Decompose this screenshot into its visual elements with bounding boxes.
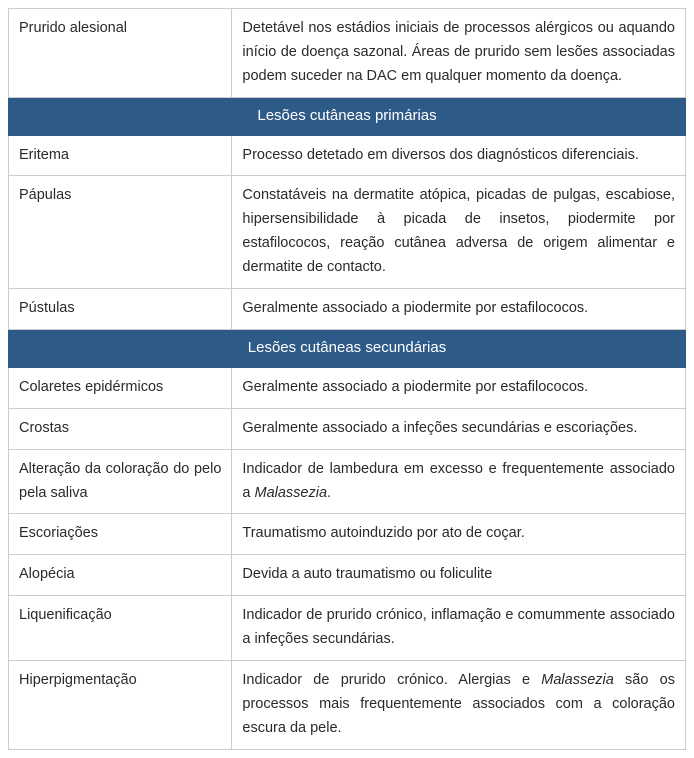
lesion-description: Traumatismo autoinduzido por ato de coça…: [232, 514, 686, 555]
table-row: EscoriaçõesTraumatismo autoinduzido por …: [9, 514, 686, 555]
lesion-term: Escoriações: [9, 514, 232, 555]
table-row: Prurido alesionalDetetável nos estádios …: [9, 9, 686, 98]
table-row: PústulasGeralmente associado a piodermit…: [9, 289, 686, 330]
section-header-label: Lesões cutâneas primárias: [9, 97, 686, 135]
lesion-term: Hiperpigmentação: [9, 661, 232, 750]
section-header-row: Lesões cutâneas primárias: [9, 97, 686, 135]
lesion-term: Pústulas: [9, 289, 232, 330]
table-row: Alteração da coloração do pelo pela sali…: [9, 449, 686, 514]
table-row: PápulasConstatáveis na dermatite atópica…: [9, 176, 686, 289]
table-row: LiquenificaçãoIndicador de prurido cróni…: [9, 596, 686, 661]
lesion-description: Constatáveis na dermatite atópica, picad…: [232, 176, 686, 289]
table-row: HiperpigmentaçãoIndicador de prurido cró…: [9, 661, 686, 750]
lesion-description: Detetável nos estádios iniciais de proce…: [232, 9, 686, 98]
lesion-description: Indicador de prurido crónico, inflamação…: [232, 596, 686, 661]
lesion-description: Processo detetado em diversos dos diagnó…: [232, 135, 686, 176]
lesion-term: Prurido alesional: [9, 9, 232, 98]
lesion-description: Geralmente associado a piodermite por es…: [232, 289, 686, 330]
table-row: CrostasGeralmente associado a infeções s…: [9, 408, 686, 449]
lesion-term: Eritema: [9, 135, 232, 176]
lesion-description: Devida a auto traumatismo ou foliculite: [232, 555, 686, 596]
lesion-term: Pápulas: [9, 176, 232, 289]
lesion-term: Alteração da coloração do pelo pela sali…: [9, 449, 232, 514]
section-header-row: Lesões cutâneas secundárias: [9, 330, 686, 368]
lesion-term: Alopécia: [9, 555, 232, 596]
lesions-table: Prurido alesionalDetetável nos estádios …: [8, 8, 686, 750]
lesion-description: Geralmente associado a infeções secundár…: [232, 408, 686, 449]
table-row: Colaretes epidérmicosGeralmente associad…: [9, 367, 686, 408]
lesion-description: Geralmente associado a piodermite por es…: [232, 367, 686, 408]
section-header-label: Lesões cutâneas secundárias: [9, 330, 686, 368]
lesion-description: Indicador de lambedura em excesso e freq…: [232, 449, 686, 514]
lesion-description: Indicador de prurido crónico. Alergias e…: [232, 661, 686, 750]
table-row: EritemaProcesso detetado em diversos dos…: [9, 135, 686, 176]
lesion-term: Colaretes epidérmicos: [9, 367, 232, 408]
table-row: AlopéciaDevida a auto traumatismo ou fol…: [9, 555, 686, 596]
lesion-term: Crostas: [9, 408, 232, 449]
lesion-term: Liquenificação: [9, 596, 232, 661]
